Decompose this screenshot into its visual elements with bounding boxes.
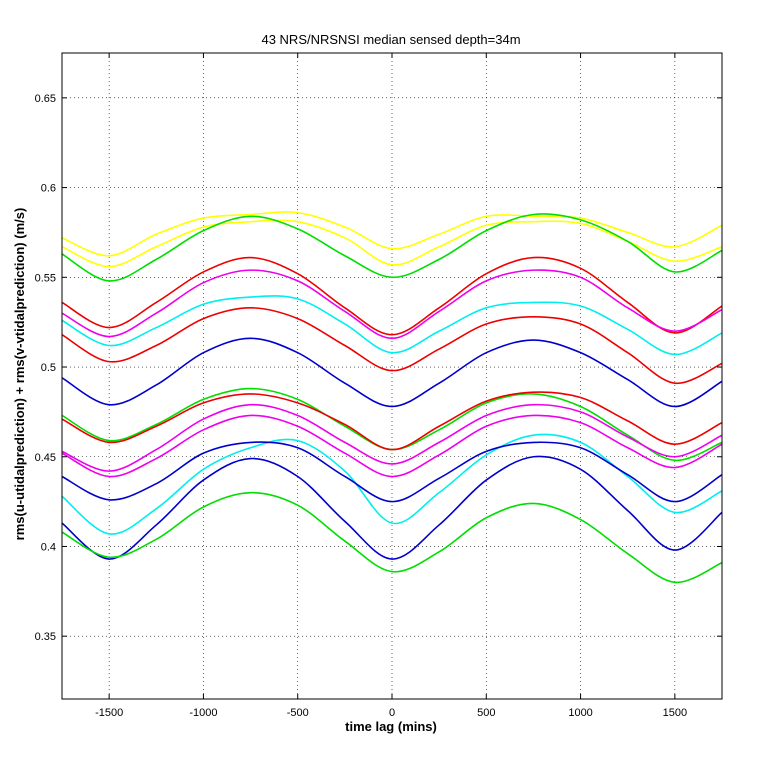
y-tick-label: 0.55 bbox=[35, 272, 56, 284]
y-tick-label: 0.6 bbox=[41, 183, 56, 195]
series-line-5 bbox=[61, 269, 723, 340]
y-tick-label: 0.45 bbox=[35, 452, 56, 464]
x-tick-label: -1500 bbox=[95, 707, 123, 719]
series-line-16 bbox=[61, 491, 723, 584]
ticks bbox=[62, 53, 722, 699]
y-tick-labels: 0.35 0.4 0.45 0.5 0.55 0.6 0.65 bbox=[35, 93, 56, 643]
x-tick-label: 500 bbox=[477, 707, 495, 719]
y-tick-label: 0.65 bbox=[35, 93, 56, 105]
chart-title: 43 NRS/NRSNSI median sensed depth=34m bbox=[261, 32, 520, 47]
x-tick-label: -1000 bbox=[189, 707, 217, 719]
x-axis-label: time lag (mins) bbox=[345, 719, 437, 734]
y-tick-label: 0.35 bbox=[35, 631, 56, 643]
x-tick-labels: -1500 -1000 -500 0 500 1000 1500 bbox=[95, 707, 687, 719]
series-line-4 bbox=[61, 256, 723, 336]
series-line-7 bbox=[61, 307, 723, 384]
series-line-15 bbox=[61, 455, 723, 560]
x-tick-label: 1500 bbox=[663, 707, 687, 719]
series-line-10 bbox=[61, 391, 723, 451]
series-line-2 bbox=[61, 219, 723, 268]
series-line-1 bbox=[61, 211, 723, 257]
y-tick-label: 0.5 bbox=[41, 362, 56, 374]
series-layer bbox=[61, 211, 723, 584]
x-tick-label: 1000 bbox=[568, 707, 592, 719]
series-line-6 bbox=[61, 295, 723, 356]
x-tick-label: -500 bbox=[287, 707, 309, 719]
y-axis-label: rms(u-utidalprediction) + rms(v-vtidalpr… bbox=[12, 208, 27, 541]
y-tick-label: 0.4 bbox=[41, 541, 56, 553]
x-tick-label: 0 bbox=[389, 707, 395, 719]
series-line-3 bbox=[61, 213, 723, 282]
series-line-14 bbox=[61, 441, 723, 503]
series-line-11 bbox=[61, 403, 723, 472]
series-line-12 bbox=[61, 414, 723, 478]
series-line-8 bbox=[61, 337, 723, 408]
